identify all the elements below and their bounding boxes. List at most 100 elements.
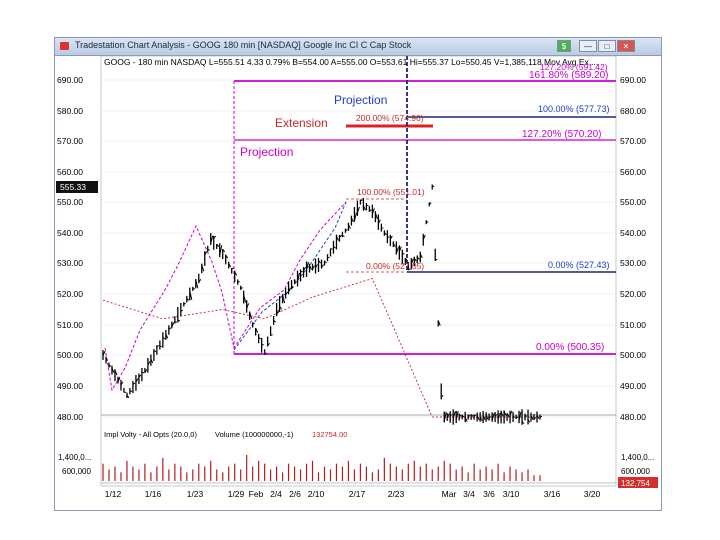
window-title: Tradestation Chart Analysis - GOOG 180 m… (75, 40, 412, 50)
minimize-button[interactable]: — (579, 40, 597, 52)
price-bar-close-tick (270, 334, 273, 336)
price-bar-close-tick (240, 287, 243, 290)
y-tick-label-left: 550.00 (57, 197, 83, 207)
x-tick-label: 2/10 (308, 489, 325, 499)
price-bar-close-tick (243, 294, 247, 303)
price-bar-close-tick (318, 260, 321, 264)
y-tick-label-right: 490.00 (620, 381, 646, 391)
price-bar-close-tick (413, 257, 417, 262)
price-bar-close-tick (180, 309, 184, 312)
price-bar-close-tick (446, 413, 450, 419)
window-titlebar[interactable]: Tradestation Chart Analysis - GOOG 180 m… (55, 38, 661, 56)
y-tick-label-right: 570.00 (620, 136, 646, 146)
price-bar-close-tick (255, 327, 259, 333)
maximize-button[interactable]: □ (598, 40, 616, 52)
fib-label-blue-0: 0.00% (527.43) (548, 260, 610, 270)
price-bar-close-tick (342, 235, 345, 237)
price-bar-close-tick (479, 416, 483, 421)
price-bar-close-tick (515, 416, 519, 419)
y-tick-label-right: 500.00 (620, 350, 646, 360)
y-tick-label-right: 520.00 (620, 289, 646, 299)
annotation-projection-top: Projection (334, 93, 387, 107)
price-bar-close-tick (126, 394, 130, 399)
price-bar-close-tick (470, 414, 474, 417)
price-bar-close-tick (419, 253, 423, 259)
swing-zigzag-magenta (104, 201, 347, 392)
fib-label-200: 200.00% (574.96) (356, 113, 424, 123)
price-bar-close-tick (219, 245, 223, 256)
price-bar-close-tick (476, 415, 480, 421)
price-bar-close-tick (524, 415, 528, 417)
price-bar-close-tick (264, 352, 267, 355)
price-bar-close-tick (276, 309, 280, 316)
price-bar-close-tick (503, 411, 507, 416)
status-icon[interactable]: $ (557, 40, 571, 52)
x-tick-label: 3/4 (463, 489, 475, 499)
price-bar-close-tick (408, 268, 411, 271)
price-bar-close-tick (306, 261, 310, 270)
price-bar-close-tick (458, 413, 462, 417)
price-bar-close-tick (267, 342, 270, 346)
price-bar-close-tick (321, 264, 324, 268)
volume-bars (102, 455, 541, 481)
volume-last-tag (618, 477, 658, 488)
price-bar-close-tick (461, 415, 465, 418)
y-tick-label-right: 510.00 (620, 320, 646, 330)
price-bar-close-tick (168, 327, 172, 330)
price-bar-close-tick (345, 229, 348, 232)
price-bar-close-tick (473, 414, 477, 417)
fib-label-small-0: 0.00% (527.05) (366, 261, 424, 271)
moving-average-line (102, 277, 540, 418)
price-bar-close-tick (435, 258, 438, 261)
volume-tick-high-left: 1,400,0... (58, 453, 91, 462)
chart-header: GOOG - 180 min NASDAQ L=555.51 4.33 0.79… (104, 57, 598, 67)
close-button[interactable]: ✕ (617, 40, 635, 52)
price-bar-close-tick (509, 410, 513, 415)
price-bar-close-tick (201, 264, 205, 272)
swing-zigzag-blue (233, 201, 347, 351)
price-bars (102, 184, 543, 425)
price-bar-close-tick (533, 417, 537, 420)
price-bar-close-tick (312, 265, 315, 270)
price-bar-close-tick (356, 206, 360, 214)
fib-label-blue-100: 100.00% (577.73) (538, 104, 610, 114)
indicator-label: Impl Volty - All Opts (20.0,0) (104, 430, 197, 439)
price-bar-close-tick (506, 413, 510, 417)
volume-value: 132754.00 (312, 430, 347, 439)
y-tick-label-right: 540.00 (620, 228, 646, 238)
price-bar-close-tick (404, 258, 408, 261)
price-bar-close-tick (282, 294, 286, 304)
price-bar-close-tick (309, 265, 312, 270)
x-tick-label: 1/12 (105, 489, 122, 499)
price-bar-close-tick (297, 272, 301, 282)
x-tick-label: 2/4 (270, 489, 282, 499)
price-bar-close-tick (324, 260, 327, 264)
price-bar-close-tick (162, 336, 166, 340)
price-bar-close-tick (234, 271, 238, 276)
y-tick-label-left: 500.00 (57, 350, 83, 360)
x-tick-label: Mar (442, 489, 457, 499)
price-bar-close-tick (518, 411, 522, 421)
price-bar-close-tick (249, 312, 253, 320)
price-bar-close-tick (491, 413, 495, 421)
price-bar-close-tick (377, 219, 381, 225)
price-bar-close-tick (261, 343, 264, 347)
price-bar-close-tick (213, 235, 217, 239)
annotation-projection-left: Projection (240, 145, 293, 159)
price-bar-close-tick (512, 415, 516, 418)
price-bar-close-tick (117, 377, 121, 382)
price-grid (101, 79, 616, 418)
price-bar-close-tick (422, 234, 426, 240)
price-bar-close-tick (174, 321, 177, 323)
y-tick-label-left: 560.00 (57, 167, 83, 177)
price-bar-close-tick (171, 322, 175, 327)
y-tick-label-left: 690.00 (57, 75, 83, 85)
price-bar-close-tick (189, 290, 193, 300)
price-bar-close-tick (120, 381, 124, 386)
price-bar-close-tick (129, 390, 133, 392)
price-bar-close-tick (222, 249, 226, 253)
chart-window: Tradestation Chart Analysis - GOOG 180 m… (54, 37, 662, 511)
fib-label-127: 127.20% (570.20) (522, 129, 602, 140)
price-bar-close-tick (204, 251, 208, 256)
